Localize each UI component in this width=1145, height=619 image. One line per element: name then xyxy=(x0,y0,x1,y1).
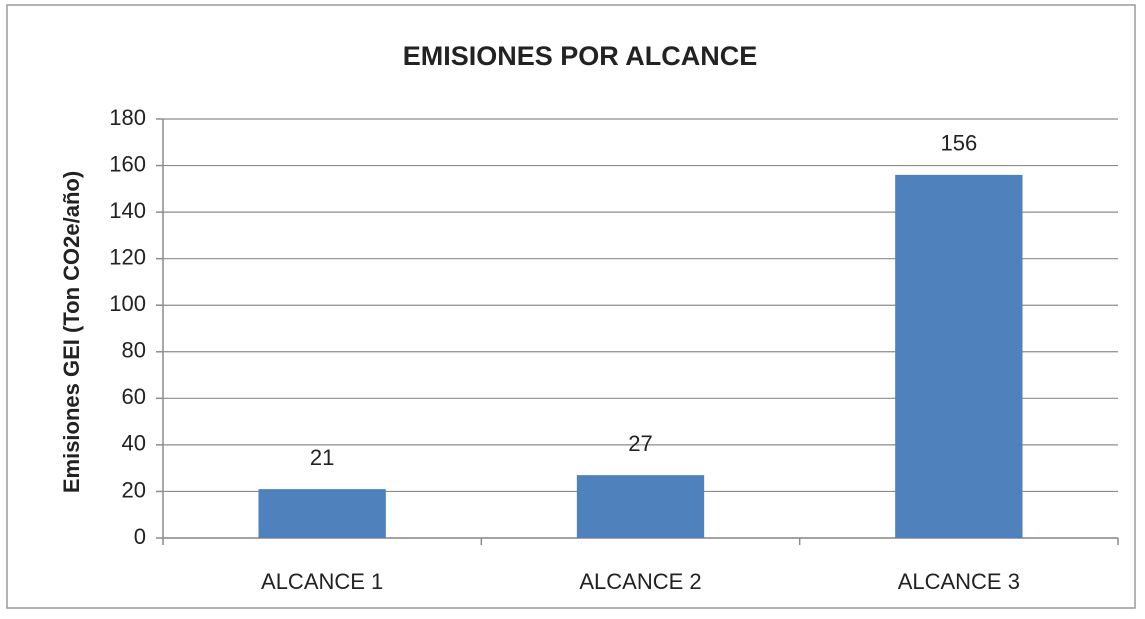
data-label: 156 xyxy=(940,131,977,156)
y-axis-label: Emisiones GEI (Ton CO2e/año) xyxy=(59,171,84,493)
data-label: 27 xyxy=(628,431,652,456)
y-tick-label: 20 xyxy=(122,477,146,502)
y-tick-label: 160 xyxy=(109,151,146,176)
y-tick-label: 180 xyxy=(109,105,146,130)
y-tick-label: 40 xyxy=(122,431,146,456)
y-tick-label: 60 xyxy=(122,384,146,409)
x-tick-label: ALCANCE 1 xyxy=(261,569,383,594)
y-tick-label: 120 xyxy=(109,244,146,269)
x-tick-label: ALCANCE 3 xyxy=(898,569,1020,594)
data-label: 21 xyxy=(310,445,334,470)
bar xyxy=(258,489,386,538)
y-tick-label: 80 xyxy=(122,338,146,363)
chart-title: EMISIONES POR ALCANCE xyxy=(403,41,758,71)
y-tick-label: 0 xyxy=(134,524,146,549)
bar xyxy=(576,475,705,538)
x-tick-label: ALCANCE 2 xyxy=(579,569,701,594)
y-tick-label: 140 xyxy=(109,198,146,223)
bar xyxy=(895,174,1023,538)
y-tick-label: 100 xyxy=(109,291,146,316)
